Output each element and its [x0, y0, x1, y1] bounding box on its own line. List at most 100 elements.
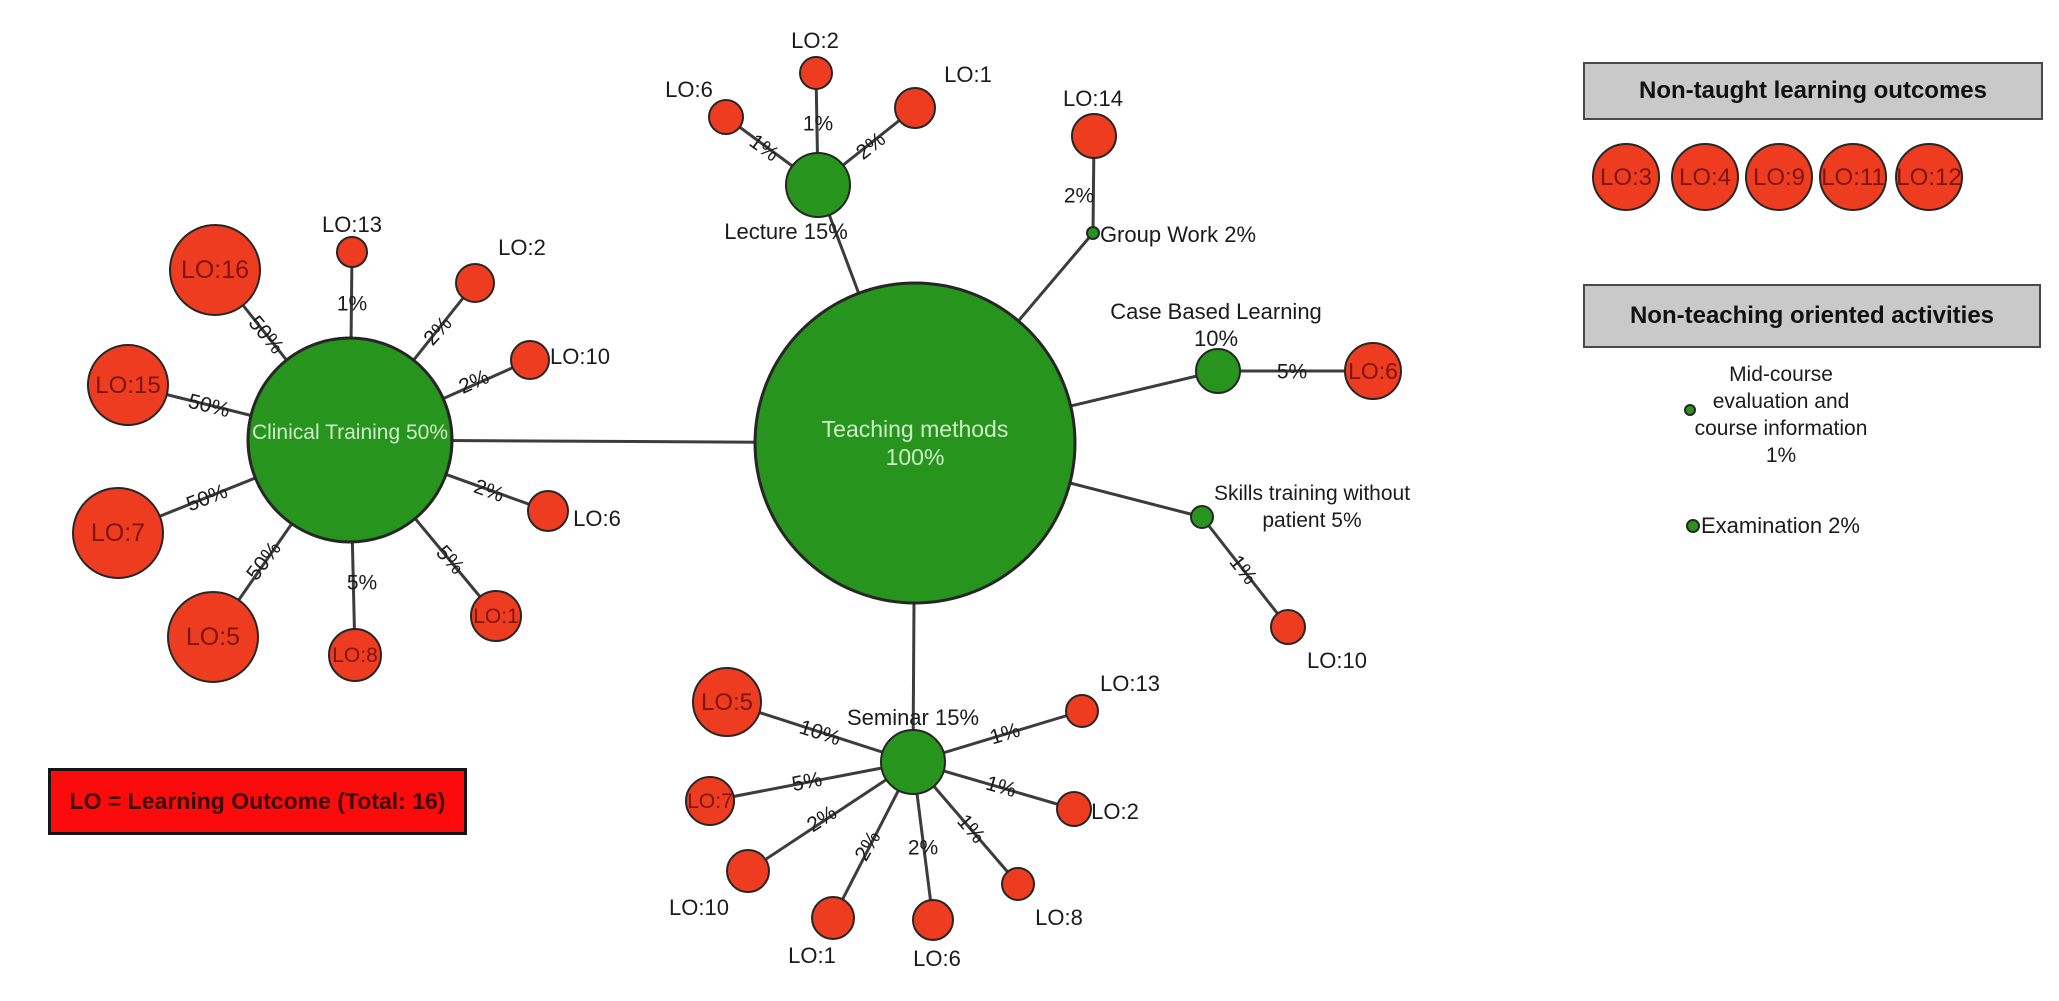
edge-label-seminar-m5: 10%	[796, 716, 843, 751]
label-c2: LO:2	[498, 235, 546, 260]
label-skills: Skills training without patient 5%	[1214, 482, 1410, 532]
edge-label-cbl-b6: 5%	[1277, 361, 1307, 384]
label-p12: LO:12	[1896, 164, 1961, 191]
label-c5: LO:5	[186, 623, 240, 651]
activity-examination-label: Examination 2%	[1701, 513, 1860, 538]
label-m13: LO:13	[1100, 671, 1160, 696]
edge-label-clinical-c7: 50%	[183, 480, 230, 517]
nodes-layer	[72, 56, 1963, 941]
legend-box: LO = Learning Outcome (Total: 16)	[48, 768, 467, 835]
label-p4: LO:4	[1679, 164, 1731, 191]
label-c16: LO:16	[181, 256, 249, 284]
node-m7	[685, 776, 735, 826]
node-m8	[1001, 867, 1035, 901]
node-dot-exam	[1686, 519, 1700, 533]
label-p11: LO:11	[1821, 164, 1885, 191]
label-teaching: Teaching methods 100%	[822, 416, 1009, 470]
label-c8: LO:8	[332, 644, 378, 667]
label-m1: LO:1	[788, 943, 836, 968]
edge-label-lecture-l2: 1%	[803, 113, 833, 136]
node-m1	[811, 896, 855, 940]
non-taught-panel-header: Non-taught learning outcomes	[1583, 62, 2043, 120]
node-c13	[336, 236, 368, 268]
label-seminar: Seminar 15%	[847, 705, 979, 730]
label-c6: LO:6	[573, 506, 621, 531]
label-m5: LO:5	[701, 689, 753, 716]
node-m13	[1065, 694, 1099, 728]
node-b6	[1344, 342, 1402, 400]
label-l6: LO:6	[665, 77, 713, 102]
node-l6	[708, 99, 744, 135]
node-groupwork	[1086, 226, 1100, 240]
edge-label-seminar-m13: 1%	[987, 719, 1023, 750]
node-seminar	[880, 729, 946, 795]
node-clinical	[246, 336, 454, 544]
edge-label-clinical-c6: 2%	[471, 475, 507, 507]
edge-label-clinical-c13: 1%	[337, 293, 367, 316]
label-groupwork: Group Work 2%	[1100, 222, 1256, 247]
labels-layer: Teaching methods 100% Clinical Training 50…	[91, 28, 1962, 971]
edge-label-clinical-c10: 2%	[455, 365, 492, 398]
edge-label-clinical-c16: 50%	[244, 312, 289, 359]
label-m6: LO:6	[913, 946, 961, 971]
label-cbl: Case Based Learning 10%	[1110, 299, 1322, 351]
label-c13: LO:13	[322, 212, 382, 237]
activity-midcourse-label: Mid-course evaluation and course informa…	[1694, 363, 1868, 467]
node-teaching	[753, 281, 1077, 605]
node-dot-midcourse	[1684, 404, 1696, 416]
node-c16	[169, 224, 261, 316]
node-p9	[1745, 143, 1813, 211]
label-m10: LO:10	[669, 895, 729, 920]
edge-seminar-m7	[709, 760, 914, 803]
node-m2	[1056, 791, 1092, 827]
node-skills	[1190, 505, 1214, 529]
node-c6	[527, 490, 569, 532]
node-p11	[1819, 143, 1887, 211]
edge-label-clinical-c8: 5%	[347, 572, 377, 595]
node-c10	[510, 340, 550, 380]
node-p3	[1592, 143, 1660, 211]
node-s10	[1270, 609, 1306, 645]
edge-label-seminar-m2: 1%	[983, 772, 1019, 802]
node-g14	[1071, 113, 1117, 159]
label-g14: LO:14	[1063, 86, 1123, 111]
non-teaching-panel-header: Non-teaching oriented activities	[1583, 284, 2041, 348]
edge-skills-s10	[1200, 516, 1290, 628]
edge-label-clinical-c15: 50%	[186, 390, 232, 422]
node-c8	[328, 628, 382, 682]
edge-label-seminar-m1: 2%	[850, 827, 885, 865]
node-m6	[912, 899, 954, 941]
label-c10: LO:10	[550, 344, 610, 369]
node-c5	[167, 591, 259, 683]
node-c2	[455, 263, 495, 303]
label-c15: LO:15	[95, 372, 160, 399]
node-p12	[1895, 143, 1963, 211]
label-p9: LO:9	[1753, 164, 1805, 191]
node-lecture	[785, 152, 851, 218]
label-l2: LO:2	[791, 28, 839, 53]
edge-label-seminar-m7: 5%	[790, 768, 824, 796]
node-m5	[692, 667, 762, 737]
label-l1: LO:1	[944, 62, 992, 87]
label-c1: LO:1	[473, 605, 519, 628]
label-p3: LO:3	[1600, 164, 1652, 191]
label-m8: LO:8	[1035, 905, 1083, 930]
node-l1	[894, 87, 936, 129]
edge-label-seminar-m6: 2%	[908, 837, 938, 860]
node-p4	[1671, 143, 1739, 211]
label-m7: LO:7	[687, 790, 733, 813]
label-s10: LO:10	[1307, 648, 1367, 673]
node-cbl	[1195, 348, 1241, 394]
node-l2	[799, 56, 833, 90]
edge-label-skills-s10: 1%	[1225, 551, 1262, 589]
label-b6: LO:6	[1348, 358, 1398, 384]
label-clinical: Clinical Training 50%	[252, 421, 448, 444]
edge-label-clinical-c5: 50%	[242, 537, 286, 584]
label-lecture: Lecture 15%	[724, 219, 848, 244]
edge-label-groupwork-g14: 2%	[1064, 185, 1094, 208]
node-c15	[87, 344, 169, 426]
label-m2: LO:2	[1091, 799, 1139, 824]
node-c7	[72, 487, 164, 579]
